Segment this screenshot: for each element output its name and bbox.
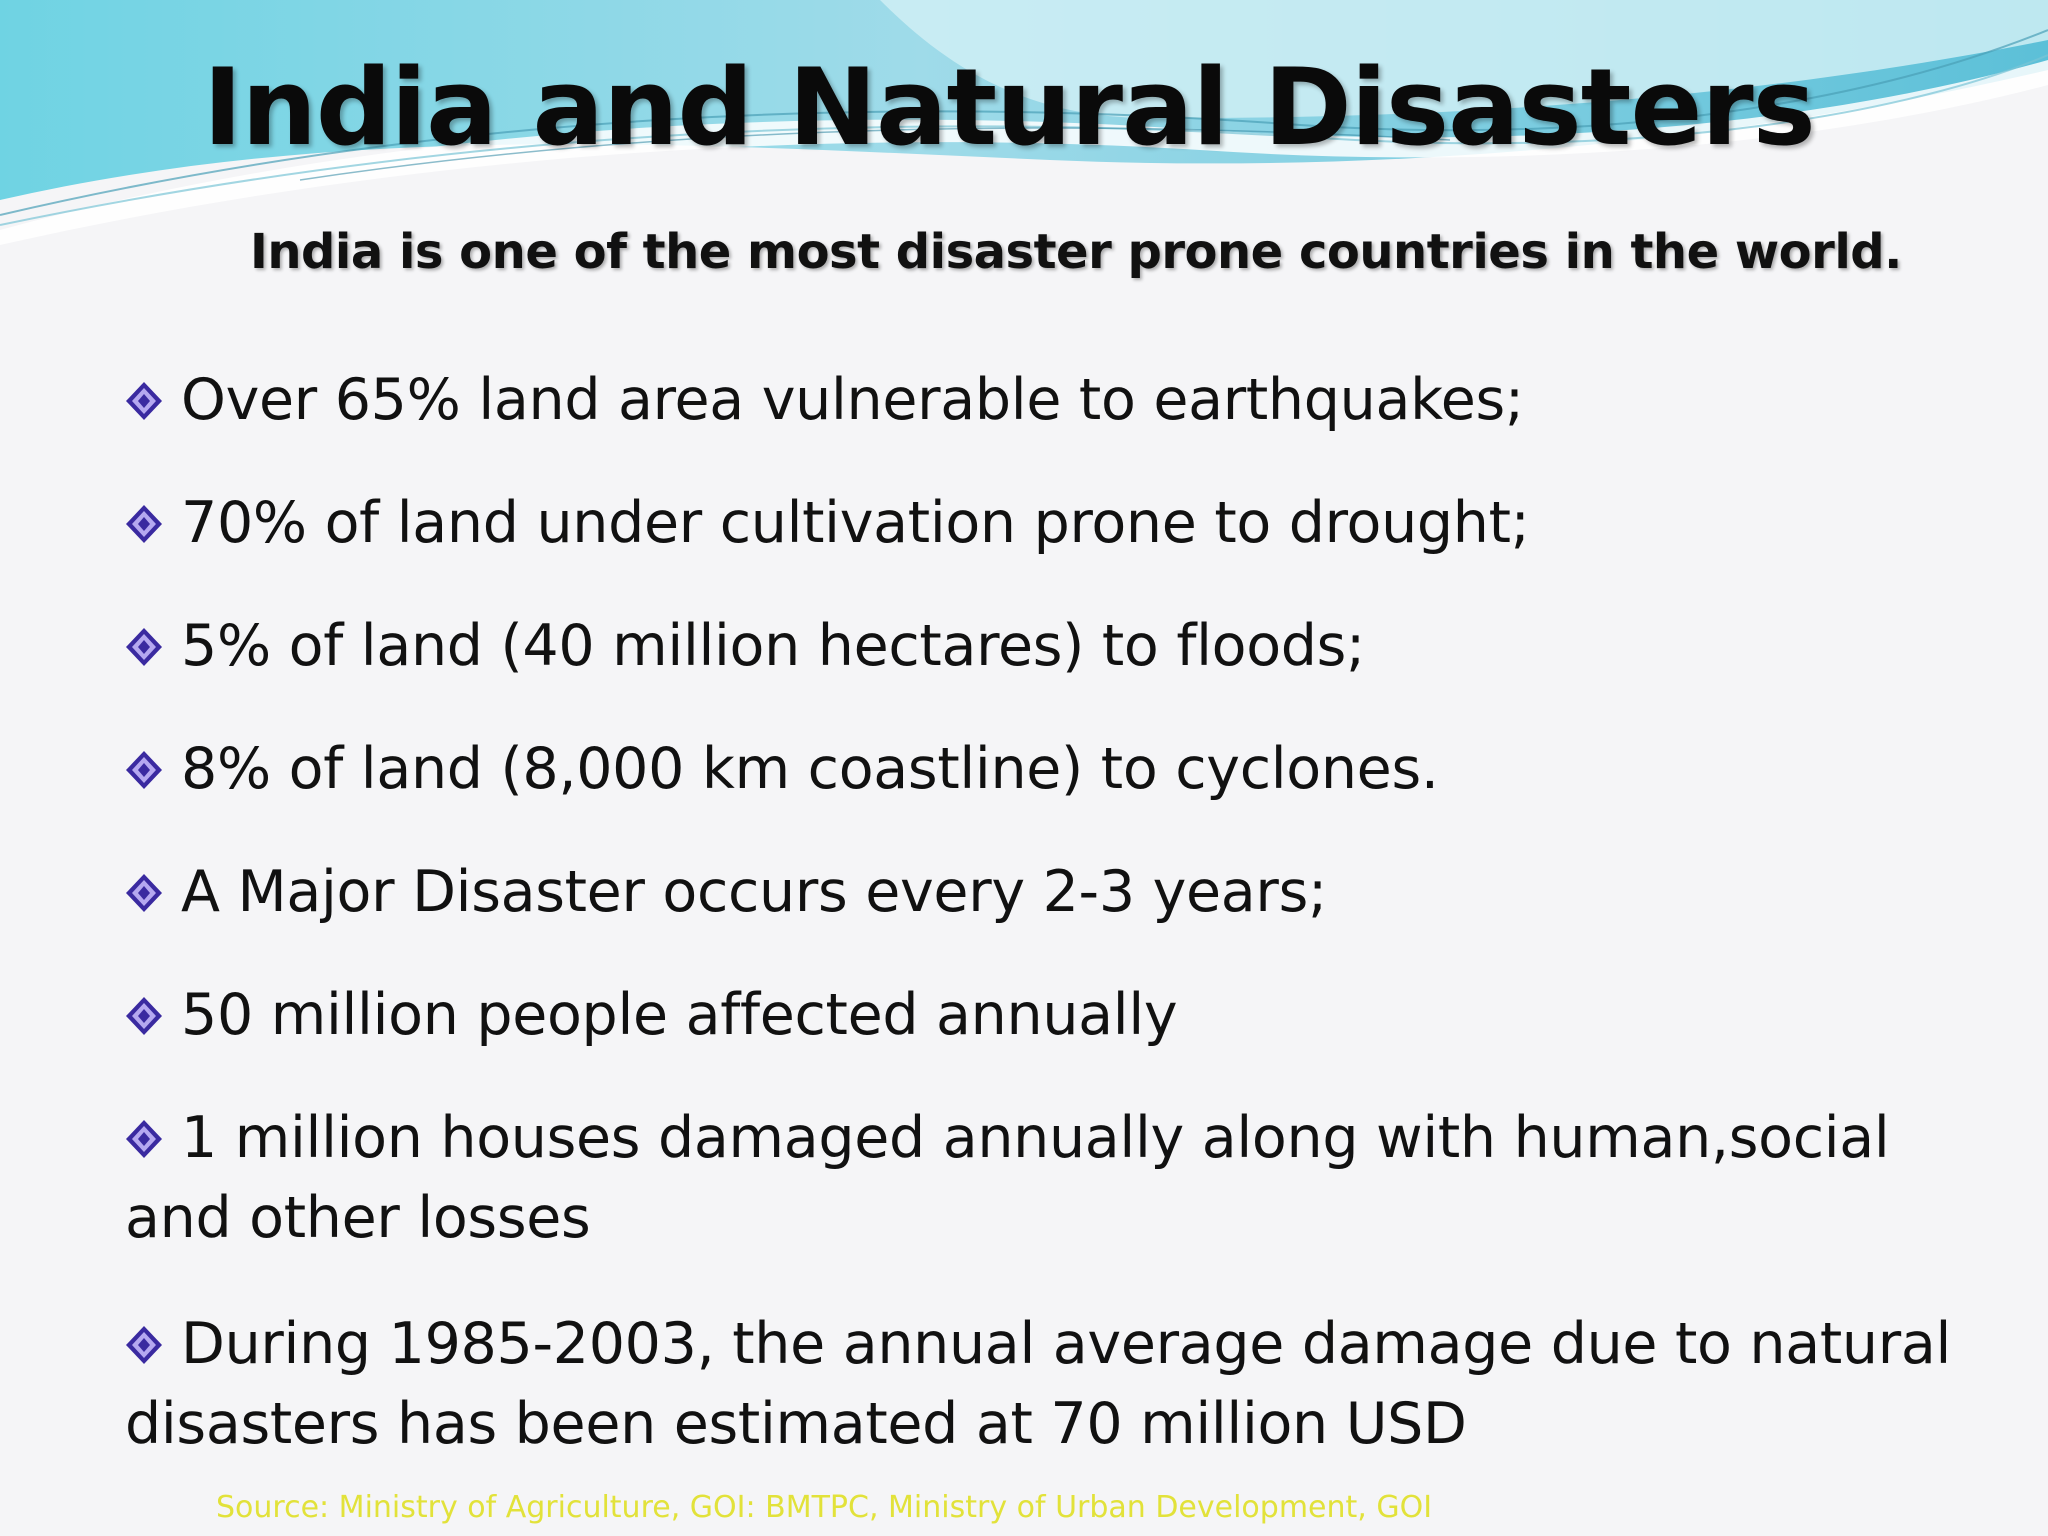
diamond-bullet-icon xyxy=(126,1326,162,1364)
bullet-text: 70% of land under cultivation prone to d… xyxy=(181,490,1530,556)
diamond-bullet-icon xyxy=(126,751,162,789)
bullet-text: 1 million houses damaged annually along … xyxy=(125,1105,1890,1251)
bullet-item: 5% of land (40 million hectares) to floo… xyxy=(125,606,1985,686)
slide-title: India and Natural Disasters xyxy=(203,46,1816,169)
diamond-bullet-icon xyxy=(126,628,162,666)
diamond-bullet-icon xyxy=(126,382,162,420)
source-citation: Source: Ministry of Agriculture, GOI: BM… xyxy=(216,1490,1433,1525)
bullet-item: 70% of land under cultivation prone to d… xyxy=(125,483,1985,563)
diamond-bullet-icon xyxy=(126,505,162,543)
bullet-item: 50 million people affected annually xyxy=(125,975,1985,1055)
bullet-item: Over 65% land area vulnerable to earthqu… xyxy=(125,360,1985,440)
bullet-item: 1 million houses damaged annually along … xyxy=(125,1098,1985,1258)
bullet-text: A Major Disaster occurs every 2-3 years; xyxy=(181,859,1327,925)
bullet-text: During 1985-2003, the annual average dam… xyxy=(125,1311,1952,1457)
wave-background xyxy=(0,0,2048,245)
bullet-text: 8% of land (8,000 km coastline) to cyclo… xyxy=(181,736,1439,802)
diamond-bullet-icon xyxy=(126,997,162,1035)
bullet-text: 5% of land (40 million hectares) to floo… xyxy=(181,613,1365,679)
bullet-text: 50 million people affected annually xyxy=(181,982,1178,1048)
slide-subtitle: India is one of the most disaster prone … xyxy=(250,224,1902,280)
bullet-item: During 1985-2003, the annual average dam… xyxy=(125,1304,1985,1464)
bullet-item: 8% of land (8,000 km coastline) to cyclo… xyxy=(125,729,1985,809)
diamond-bullet-icon xyxy=(126,874,162,912)
diamond-bullet-icon xyxy=(126,1120,162,1158)
bullet-text: Over 65% land area vulnerable to earthqu… xyxy=(181,367,1524,433)
bullet-item: A Major Disaster occurs every 2-3 years; xyxy=(125,852,1985,932)
